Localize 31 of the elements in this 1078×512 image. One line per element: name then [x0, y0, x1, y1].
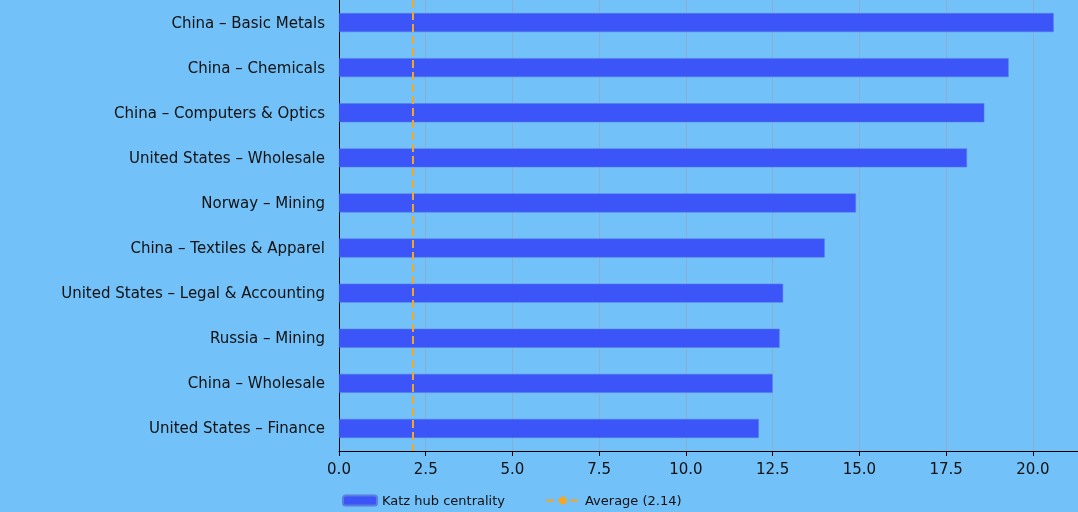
y-tick-label: China – Chemicals	[187, 58, 326, 77]
y-tick-label: China – Wholesale	[187, 374, 325, 393]
x-tick-label: 2.5	[413, 459, 438, 478]
bar	[339, 418, 759, 438]
x-tick-label: 15.0	[842, 459, 877, 478]
y-tick-label: Norway – Mining	[201, 193, 325, 212]
y-tick-label: United States – Finance	[149, 419, 325, 438]
x-tick-label: 20.0	[1016, 459, 1050, 478]
bar	[339, 13, 1054, 33]
y-tick-label: China – Textiles & Apparel	[130, 239, 325, 258]
x-tick-label: 5.0	[500, 459, 525, 478]
bar	[339, 103, 985, 123]
bar	[339, 193, 856, 213]
bar	[339, 58, 1009, 78]
y-tick-label: United States – Wholesale	[129, 148, 325, 167]
legend-label: Average (2.14)	[584, 493, 682, 508]
y-tick-label: Russia – Mining	[209, 329, 325, 348]
x-tick-label: 0.0	[327, 459, 351, 478]
x-tick-label: 12.5	[755, 459, 790, 478]
bar	[339, 238, 825, 258]
x-tick-label: 10.0	[669, 459, 703, 478]
y-tick-label: United States – Legal & Accounting	[61, 284, 325, 303]
bar	[339, 328, 780, 348]
bar	[339, 283, 784, 303]
y-tick-label: China – Computers & Optics	[114, 103, 326, 122]
x-tick-label: 17.5	[929, 459, 963, 478]
bar	[339, 148, 967, 168]
bar	[339, 373, 773, 393]
x-tick-label: 7.5	[587, 459, 612, 478]
y-tick-label: China – Basic Metals	[171, 13, 326, 32]
legend-label: Katz hub centrality	[382, 493, 506, 508]
